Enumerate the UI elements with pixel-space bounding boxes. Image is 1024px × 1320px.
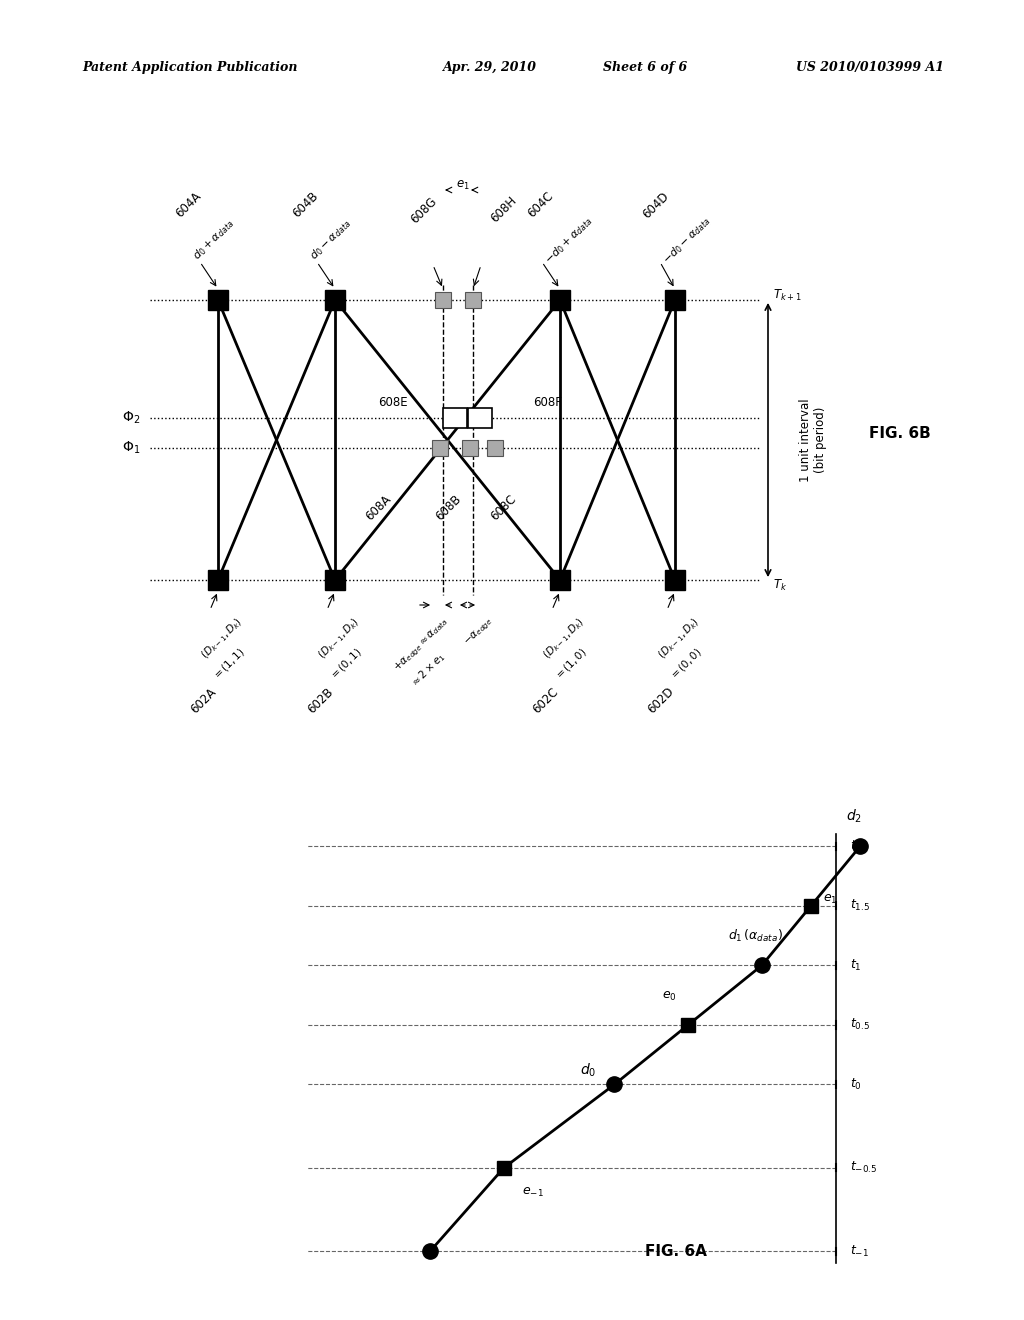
Text: $-d_0-\alpha_{data}$: $-d_0-\alpha_{data}$ bbox=[660, 214, 714, 267]
Text: $d_1\,(\alpha_{data})$: $d_1\,(\alpha_{data})$ bbox=[728, 928, 783, 944]
Text: $d_0-\alpha_{data}$: $d_0-\alpha_{data}$ bbox=[307, 216, 353, 264]
Text: $e_1$: $e_1$ bbox=[456, 178, 470, 191]
Text: $-d_0+\alpha_{data}$: $-d_0+\alpha_{data}$ bbox=[542, 214, 595, 267]
Text: $t_1$: $t_1$ bbox=[850, 958, 862, 973]
Bar bbox=[462, 440, 478, 455]
Text: FIG. 6A: FIG. 6A bbox=[645, 1243, 707, 1259]
Text: 602A: 602A bbox=[188, 685, 219, 715]
Bar bbox=[325, 570, 345, 590]
Text: $= (0,1)$: $= (0,1)$ bbox=[327, 645, 365, 682]
Text: 604A: 604A bbox=[173, 190, 204, 220]
Bar bbox=[325, 290, 345, 310]
Text: 608A: 608A bbox=[362, 492, 393, 523]
Text: Sheet 6 of 6: Sheet 6 of 6 bbox=[603, 62, 687, 74]
Text: FIG. 6B: FIG. 6B bbox=[869, 425, 931, 441]
Text: $t_{-0.5}$: $t_{-0.5}$ bbox=[850, 1160, 878, 1175]
Bar bbox=[435, 292, 451, 308]
Text: $= (0,0)$: $= (0,0)$ bbox=[667, 645, 705, 682]
Text: Patent Application Publication: Patent Application Publication bbox=[82, 62, 298, 74]
Text: $(D_{k-1}, D_k)$: $(D_{k-1}, D_k)$ bbox=[540, 615, 587, 663]
Text: 604C: 604C bbox=[525, 190, 556, 220]
Bar bbox=[487, 440, 503, 455]
Bar bbox=[465, 292, 481, 308]
Text: 608F: 608F bbox=[534, 396, 562, 409]
Text: 608B: 608B bbox=[433, 492, 463, 523]
Text: 602C: 602C bbox=[530, 685, 561, 715]
Text: 608E: 608E bbox=[378, 396, 408, 409]
Bar bbox=[208, 570, 228, 590]
Text: $\approx 2\times e_1$: $\approx 2\times e_1$ bbox=[407, 649, 449, 692]
Bar bbox=[468, 408, 492, 428]
Text: 604D: 604D bbox=[640, 189, 672, 220]
Text: $e_0$: $e_0$ bbox=[663, 990, 677, 1003]
Text: 608G: 608G bbox=[408, 194, 439, 226]
Text: $T_k$: $T_k$ bbox=[773, 577, 787, 593]
Bar bbox=[432, 440, 449, 455]
Text: $(D_{k-1}, D_k)$: $(D_{k-1}, D_k)$ bbox=[655, 615, 702, 663]
Text: $= (1,0)$: $= (1,0)$ bbox=[552, 645, 590, 682]
Bar bbox=[665, 570, 685, 590]
Bar bbox=[665, 290, 685, 310]
Text: 608H: 608H bbox=[488, 194, 519, 226]
Text: 602D: 602D bbox=[645, 685, 677, 717]
Text: 1 unit interval
(bit period): 1 unit interval (bit period) bbox=[799, 399, 827, 482]
Text: 604B: 604B bbox=[290, 190, 321, 220]
Text: $t_{0.5}$: $t_{0.5}$ bbox=[850, 1018, 870, 1032]
Text: $t_{-1}$: $t_{-1}$ bbox=[850, 1243, 869, 1259]
Text: $d_0$: $d_0$ bbox=[580, 1061, 596, 1078]
Text: $t_{1.5}$: $t_{1.5}$ bbox=[850, 898, 870, 913]
Text: $d_2$: $d_2$ bbox=[846, 808, 862, 825]
Text: 608C: 608C bbox=[487, 492, 518, 523]
Text: $\Phi_1$: $\Phi_1$ bbox=[122, 440, 140, 457]
Text: $e_1$: $e_1$ bbox=[823, 894, 838, 907]
Text: US 2010/0103999 A1: US 2010/0103999 A1 bbox=[796, 62, 944, 74]
Text: 602B: 602B bbox=[305, 685, 336, 715]
Text: Apr. 29, 2010: Apr. 29, 2010 bbox=[443, 62, 537, 74]
Text: $(D_{k-1}, D_k)$: $(D_{k-1}, D_k)$ bbox=[198, 615, 245, 663]
Bar bbox=[443, 408, 467, 428]
Bar bbox=[550, 290, 570, 310]
Bar bbox=[208, 290, 228, 310]
Text: $e_{-1}$: $e_{-1}$ bbox=[522, 1185, 544, 1199]
Text: $t_2$: $t_2$ bbox=[850, 838, 862, 854]
Text: $(D_{k-1}, D_k)$: $(D_{k-1}, D_k)$ bbox=[315, 615, 362, 663]
Text: $\Phi_2$: $\Phi_2$ bbox=[122, 409, 140, 426]
Text: $+\alpha_{edge}\approx\alpha_{data}$: $+\alpha_{edge}\approx\alpha_{data}$ bbox=[392, 615, 452, 675]
Text: $= (1,1)$: $= (1,1)$ bbox=[210, 645, 248, 682]
Text: $t_0$: $t_0$ bbox=[850, 1077, 862, 1092]
Bar bbox=[550, 570, 570, 590]
Text: $-\alpha_{edge}$: $-\alpha_{edge}$ bbox=[462, 615, 496, 648]
Text: $T_{k+1}$: $T_{k+1}$ bbox=[773, 288, 802, 302]
Text: $d_0+\alpha_{data}$: $d_0+\alpha_{data}$ bbox=[190, 216, 237, 264]
